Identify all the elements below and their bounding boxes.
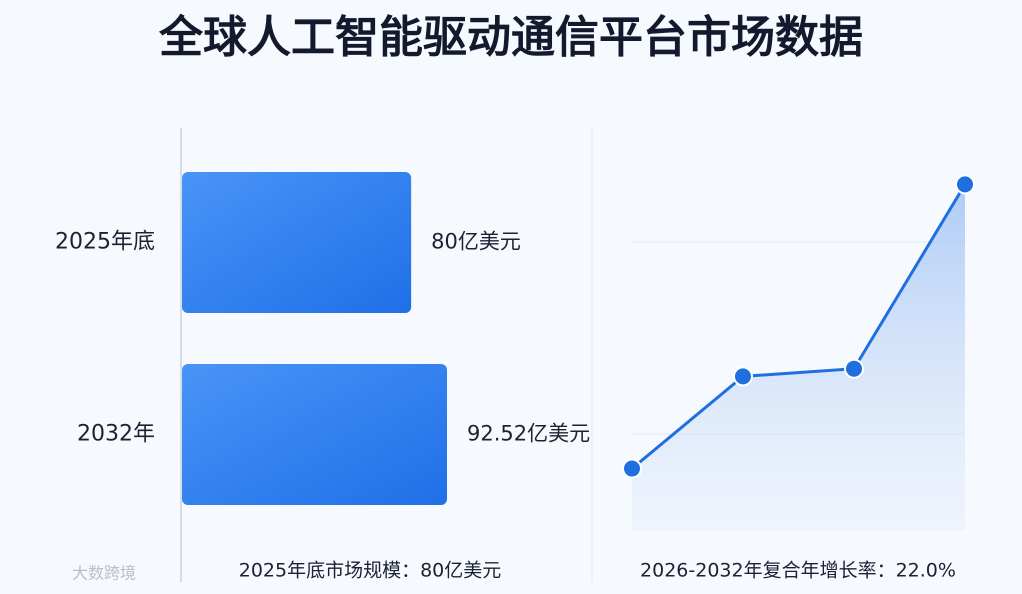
point [622, 458, 642, 479]
watermark: 大数跨境 [72, 564, 136, 583]
category-label: 2025年底 [55, 230, 155, 255]
page-title: 全球人工智能驱动通信平台市场数据 [158, 12, 863, 63]
category-label: 2032年 [77, 422, 155, 447]
value-label: 80亿美元 [431, 230, 521, 254]
line [631, 183, 967, 470]
value-label: 92.52亿美元 [467, 422, 590, 446]
area [632, 184, 965, 530]
point [844, 358, 864, 379]
point [733, 366, 753, 387]
caption: 2025年底市场规模：80亿美元 [239, 560, 502, 582]
caption: 2026-2032年复合年增长率：22.0% [640, 560, 956, 582]
charts: 2025年底 80亿美元 2032年 92.52亿美元 2025年底市场规模：80亿美元… [55, 172, 975, 582]
bar [182, 172, 412, 313]
point [955, 174, 975, 195]
bar [182, 364, 447, 505]
